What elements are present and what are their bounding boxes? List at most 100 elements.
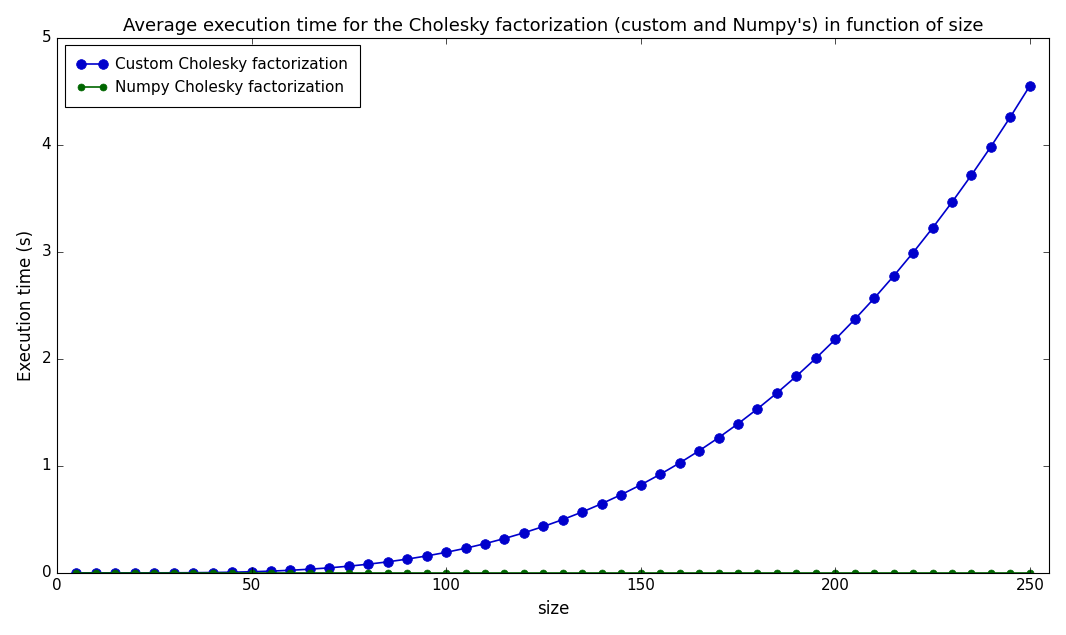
Numpy Cholesky factorization [382, 569, 394, 577]
Custom Cholesky factorization [752, 405, 764, 413]
Custom Cholesky factorization [187, 569, 199, 577]
Custom Cholesky factorization [907, 249, 920, 257]
Custom Cholesky factorization [790, 372, 803, 380]
Custom Cholesky factorization [985, 143, 998, 150]
Custom Cholesky factorization [693, 447, 706, 455]
Numpy Cholesky factorization [264, 569, 277, 577]
Custom Cholesky factorization [809, 354, 822, 362]
Custom Cholesky factorization [284, 566, 296, 574]
Custom Cholesky factorization [420, 552, 433, 560]
Custom Cholesky factorization [128, 569, 141, 577]
Custom Cholesky factorization [323, 564, 336, 572]
Custom Cholesky factorization [401, 555, 414, 563]
Numpy Cholesky factorization [809, 569, 822, 577]
Custom Cholesky factorization [965, 171, 978, 179]
Numpy Cholesky factorization [868, 569, 881, 577]
Numpy Cholesky factorization [439, 569, 452, 577]
Numpy Cholesky factorization [128, 569, 141, 577]
Custom Cholesky factorization [148, 569, 161, 577]
Custom Cholesky factorization [206, 569, 219, 577]
Custom Cholesky factorization [887, 272, 900, 280]
Custom Cholesky factorization [596, 500, 609, 507]
Numpy Cholesky factorization [907, 569, 920, 577]
Custom Cholesky factorization [226, 568, 239, 576]
Custom Cholesky factorization [109, 569, 122, 577]
Custom Cholesky factorization [556, 516, 569, 523]
Custom Cholesky factorization [342, 563, 355, 570]
Custom Cholesky factorization [382, 558, 394, 566]
Numpy Cholesky factorization [752, 569, 764, 577]
Numpy Cholesky factorization [771, 569, 784, 577]
Y-axis label: Execution time (s): Execution time (s) [17, 230, 35, 381]
Numpy Cholesky factorization [634, 569, 647, 577]
Custom Cholesky factorization [771, 389, 784, 397]
Numpy Cholesky factorization [479, 569, 491, 577]
Numpy Cholesky factorization [887, 569, 900, 577]
Custom Cholesky factorization [868, 295, 881, 302]
Numpy Cholesky factorization [70, 569, 83, 577]
Title: Average execution time for the Cholesky factorization (custom and Numpy's) in fu: Average execution time for the Cholesky … [123, 17, 983, 35]
Numpy Cholesky factorization [401, 569, 414, 577]
Numpy Cholesky factorization [109, 569, 122, 577]
Custom Cholesky factorization [829, 335, 842, 343]
Custom Cholesky factorization [1004, 113, 1017, 121]
Numpy Cholesky factorization [849, 569, 861, 577]
Custom Cholesky factorization [653, 471, 666, 478]
Numpy Cholesky factorization [187, 569, 199, 577]
Numpy Cholesky factorization [596, 569, 609, 577]
Custom Cholesky factorization [712, 434, 725, 441]
Custom Cholesky factorization [479, 540, 491, 547]
Numpy Cholesky factorization [693, 569, 706, 577]
Custom Cholesky factorization [615, 491, 628, 498]
Custom Cholesky factorization [576, 508, 588, 516]
Numpy Cholesky factorization [985, 569, 998, 577]
Line: Numpy Cholesky factorization: Numpy Cholesky factorization [72, 569, 1033, 576]
Numpy Cholesky factorization [206, 569, 219, 577]
Legend: Custom Cholesky factorization, Numpy Cholesky factorization: Custom Cholesky factorization, Numpy Cho… [65, 45, 360, 107]
Custom Cholesky factorization [167, 569, 180, 577]
Numpy Cholesky factorization [674, 569, 687, 577]
Custom Cholesky factorization [304, 565, 317, 573]
Numpy Cholesky factorization [323, 569, 336, 577]
Numpy Cholesky factorization [361, 569, 374, 577]
Numpy Cholesky factorization [556, 569, 569, 577]
Custom Cholesky factorization [439, 549, 452, 556]
Numpy Cholesky factorization [537, 569, 550, 577]
Numpy Cholesky factorization [946, 569, 958, 577]
Custom Cholesky factorization [264, 567, 277, 575]
Numpy Cholesky factorization [90, 569, 102, 577]
Custom Cholesky factorization [90, 569, 102, 577]
Numpy Cholesky factorization [498, 569, 511, 577]
Numpy Cholesky factorization [790, 569, 803, 577]
Numpy Cholesky factorization [148, 569, 161, 577]
Numpy Cholesky factorization [459, 569, 472, 577]
Numpy Cholesky factorization [517, 569, 530, 577]
Custom Cholesky factorization [674, 459, 687, 467]
Numpy Cholesky factorization [167, 569, 180, 577]
Numpy Cholesky factorization [829, 569, 842, 577]
Custom Cholesky factorization [459, 544, 472, 552]
Custom Cholesky factorization [245, 568, 258, 575]
Numpy Cholesky factorization [342, 569, 355, 577]
Numpy Cholesky factorization [926, 569, 939, 577]
Numpy Cholesky factorization [226, 569, 239, 577]
Custom Cholesky factorization [731, 420, 744, 427]
Custom Cholesky factorization [498, 535, 511, 542]
Numpy Cholesky factorization [304, 569, 317, 577]
Numpy Cholesky factorization [653, 569, 666, 577]
Custom Cholesky factorization [537, 523, 550, 530]
Numpy Cholesky factorization [284, 569, 296, 577]
Numpy Cholesky factorization [1023, 569, 1036, 577]
Custom Cholesky factorization [517, 529, 530, 537]
Custom Cholesky factorization [70, 569, 83, 577]
Custom Cholesky factorization [946, 198, 958, 206]
Numpy Cholesky factorization [615, 569, 628, 577]
Numpy Cholesky factorization [420, 569, 433, 577]
Numpy Cholesky factorization [245, 569, 258, 577]
X-axis label: size: size [537, 600, 569, 618]
Numpy Cholesky factorization [576, 569, 588, 577]
Custom Cholesky factorization [849, 316, 861, 323]
Numpy Cholesky factorization [712, 569, 725, 577]
Custom Cholesky factorization [361, 560, 374, 568]
Custom Cholesky factorization [926, 224, 939, 232]
